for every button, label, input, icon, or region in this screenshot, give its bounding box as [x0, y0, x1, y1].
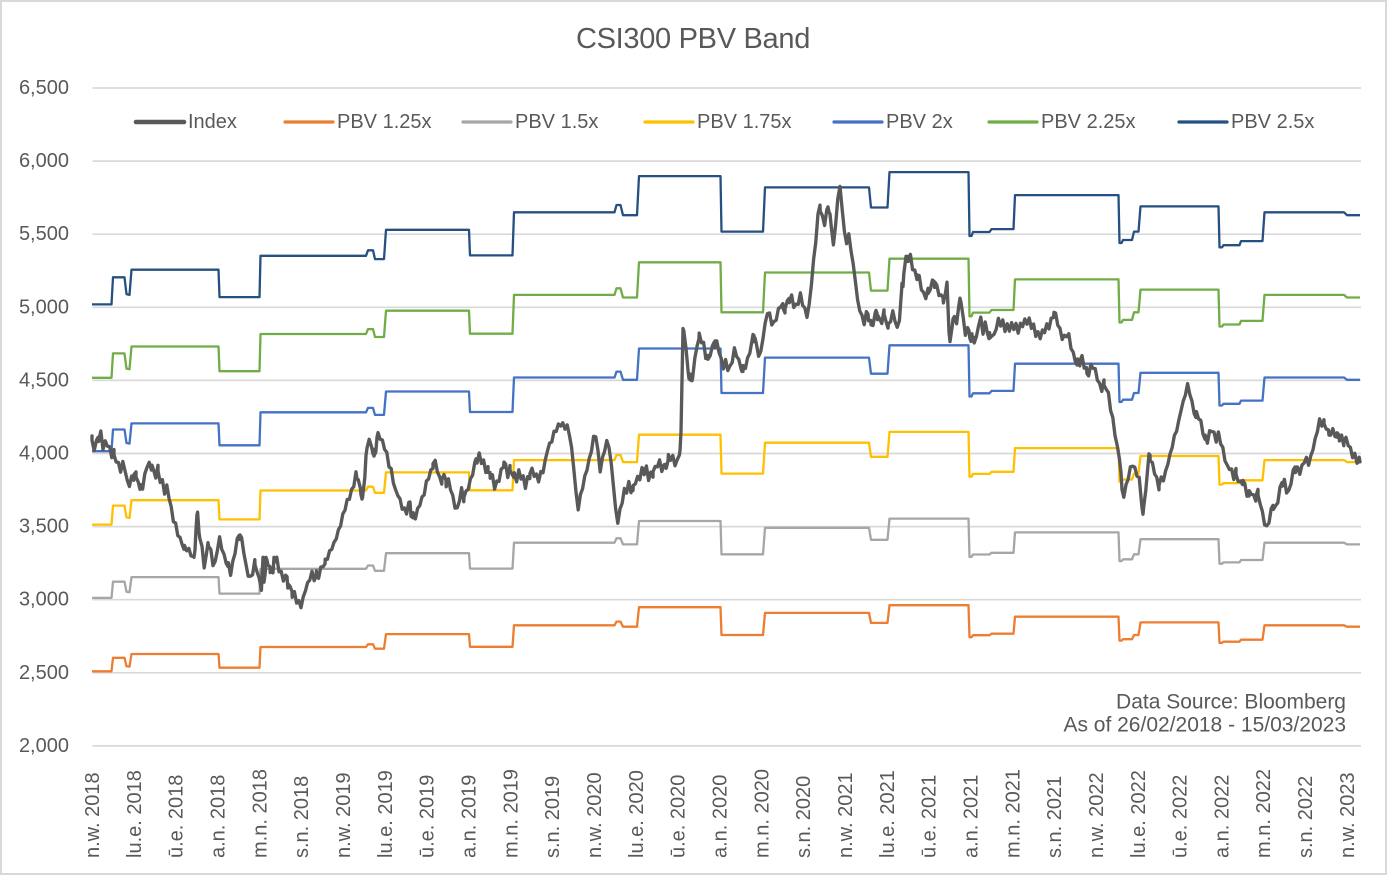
svg-text:2,500: 2,500 — [19, 662, 69, 684]
svg-text:lu.e. 2022: lu.e. 2022 — [1128, 770, 1150, 858]
svg-text:PBV 1.5x: PBV 1.5x — [515, 111, 598, 133]
svg-text:n.w. 2018: n.w. 2018 — [82, 772, 104, 858]
svg-text:CSI300 PBV Band: CSI300 PBV Band — [576, 23, 810, 55]
svg-text:lu.e. 2021: lu.e. 2021 — [877, 770, 899, 858]
svg-text:a.n. 2021: a.n. 2021 — [960, 775, 982, 858]
svg-text:PBV 2.5x: PBV 2.5x — [1231, 111, 1314, 133]
svg-text:a.n. 2022: a.n. 2022 — [1211, 775, 1233, 858]
svg-text:PBV 1.25x: PBV 1.25x — [337, 111, 432, 133]
svg-text:n.w. 2023: n.w. 2023 — [1337, 772, 1359, 858]
svg-text:n.w. 2020: n.w. 2020 — [584, 772, 606, 858]
svg-text:PBV 2.25x: PBV 2.25x — [1041, 111, 1136, 133]
svg-text:Data Source: Bloomberg: Data Source: Bloomberg — [1116, 691, 1346, 714]
svg-text:6,500: 6,500 — [19, 77, 69, 99]
svg-text:ū.e. 2021: ū.e. 2021 — [919, 775, 941, 858]
svg-text:m.n. 2018: m.n. 2018 — [249, 769, 271, 858]
svg-text:4,500: 4,500 — [19, 369, 69, 391]
svg-text:lu.e. 2018: lu.e. 2018 — [124, 770, 146, 858]
svg-text:m.n. 2022: m.n. 2022 — [1253, 769, 1275, 858]
svg-text:ū.e. 2018: ū.e. 2018 — [166, 775, 188, 858]
svg-text:ū.e. 2022: ū.e. 2022 — [1170, 775, 1192, 858]
svg-text:a.n. 2018: a.n. 2018 — [208, 775, 230, 858]
svg-text:m.n. 2020: m.n. 2020 — [751, 769, 773, 858]
svg-text:ū.e. 2019: ū.e. 2019 — [417, 775, 439, 858]
svg-text:s.n. 2022: s.n. 2022 — [1295, 776, 1317, 858]
svg-text:2,000: 2,000 — [19, 735, 69, 757]
svg-text:5,500: 5,500 — [19, 223, 69, 245]
svg-text:3,000: 3,000 — [19, 589, 69, 611]
svg-text:m.n. 2021: m.n. 2021 — [1002, 769, 1024, 858]
svg-text:As of 26/02/2018 - 15/03/2023: As of 26/02/2018 - 15/03/2023 — [1063, 714, 1346, 737]
svg-text:lu.e. 2019: lu.e. 2019 — [375, 770, 397, 858]
svg-text:6,000: 6,000 — [19, 150, 69, 172]
svg-text:n.w. 2019: n.w. 2019 — [333, 772, 355, 858]
svg-text:m.n. 2019: m.n. 2019 — [500, 769, 522, 858]
svg-text:s.n. 2019: s.n. 2019 — [542, 776, 564, 858]
svg-text:Index: Index — [188, 111, 237, 133]
svg-text:n.w. 2022: n.w. 2022 — [1086, 772, 1108, 858]
svg-text:a.n. 2019: a.n. 2019 — [459, 775, 481, 858]
svg-text:4,000: 4,000 — [19, 443, 69, 465]
svg-text:s.n. 2020: s.n. 2020 — [793, 776, 815, 858]
svg-text:s.n. 2018: s.n. 2018 — [291, 776, 313, 858]
svg-text:n.w. 2021: n.w. 2021 — [835, 772, 857, 858]
svg-text:5,000: 5,000 — [19, 296, 69, 318]
svg-text:PBV 1.75x: PBV 1.75x — [697, 111, 792, 133]
svg-text:a.n. 2020: a.n. 2020 — [709, 775, 731, 858]
svg-text:lu.e. 2020: lu.e. 2020 — [626, 770, 648, 858]
svg-text:3,500: 3,500 — [19, 516, 69, 538]
svg-text:s.n. 2021: s.n. 2021 — [1044, 776, 1066, 858]
svg-text:PBV 2x: PBV 2x — [886, 111, 953, 133]
svg-text:ū.e. 2020: ū.e. 2020 — [668, 775, 690, 858]
